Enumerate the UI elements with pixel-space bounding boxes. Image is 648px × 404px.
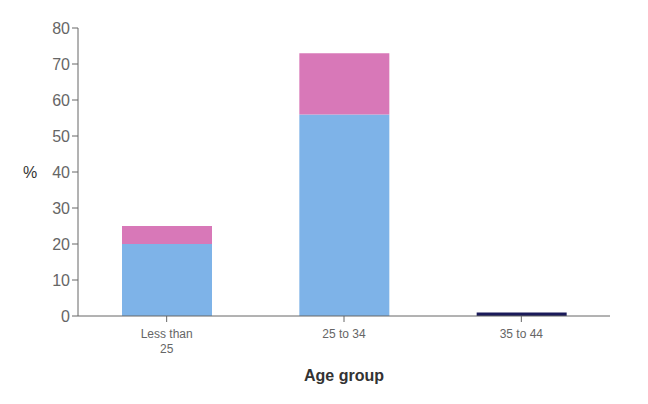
svg-text:20: 20 [52, 236, 70, 253]
svg-text:30: 30 [52, 200, 70, 217]
svg-text:0: 0 [61, 308, 70, 325]
svg-text:10: 10 [52, 272, 70, 289]
svg-text:25 to 34: 25 to 34 [322, 327, 366, 341]
svg-text:80: 80 [52, 20, 70, 37]
svg-text:40: 40 [52, 164, 70, 181]
svg-text:Less than25: Less than25 [141, 327, 193, 356]
svg-text:60: 60 [52, 92, 70, 109]
svg-text:50: 50 [52, 128, 70, 145]
svg-text:70: 70 [52, 56, 70, 73]
svg-text:35 to 44: 35 to 44 [500, 327, 544, 341]
svg-text:Age group: Age group [304, 367, 384, 384]
svg-text:%: % [23, 164, 37, 181]
